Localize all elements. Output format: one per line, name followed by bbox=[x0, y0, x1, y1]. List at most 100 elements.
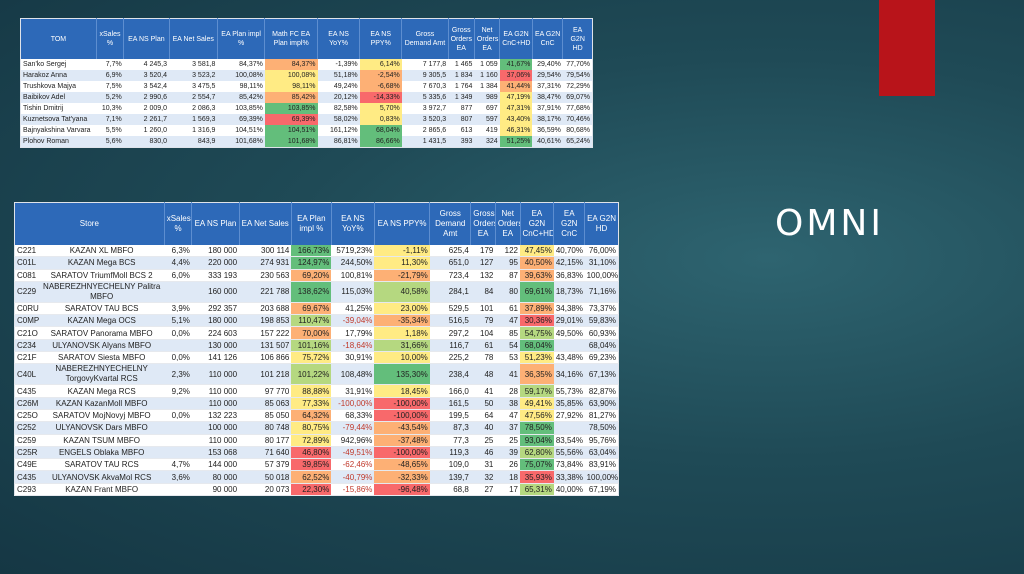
table-cell: 40,70% bbox=[553, 245, 585, 258]
table-cell: 199,5 bbox=[429, 409, 471, 423]
table-cell: 36,59% bbox=[532, 125, 563, 136]
table-cell: 67,19% bbox=[584, 483, 619, 497]
table-cell: 9 305,5 bbox=[401, 70, 449, 81]
table-cell: 80 000 bbox=[191, 470, 240, 484]
table-cell: 5,5% bbox=[96, 125, 124, 136]
table-cell: 49,50% bbox=[553, 326, 585, 340]
table-cell: 110 000 bbox=[191, 384, 240, 398]
column-header: EA G2N CnC bbox=[553, 202, 585, 245]
table-cell: 138,62% bbox=[291, 281, 332, 303]
table-cell: 10,00% bbox=[374, 351, 430, 365]
table-cell: 5,6% bbox=[96, 136, 124, 148]
table-cell: 41 bbox=[470, 384, 496, 398]
table-row: C259 KAZAN TSUM MBFO 110 000 80 177 72,89% 94… bbox=[14, 434, 619, 447]
table-cell: 18 bbox=[495, 470, 520, 484]
table-cell bbox=[164, 434, 192, 447]
table-cell: 46,80% bbox=[291, 446, 332, 460]
table-cell: 47 bbox=[495, 314, 520, 328]
store-code-cell: C435 bbox=[14, 470, 40, 484]
column-header: EA NS YoY% bbox=[316, 18, 360, 59]
store-name-cell: SARATOV TAU RCS bbox=[39, 458, 165, 472]
table-cell: -100,00% bbox=[331, 397, 375, 410]
table-cell: 64 bbox=[470, 409, 496, 423]
tom-name-cell: Baibikov Adel bbox=[20, 92, 97, 103]
table-cell: 46 bbox=[470, 446, 496, 460]
store-code-cell: C25R bbox=[14, 446, 40, 460]
table-cell: 180 000 bbox=[191, 314, 240, 328]
table-cell: 4 245,3 bbox=[123, 59, 169, 70]
table-cell: 101 218 bbox=[239, 363, 292, 386]
table-cell: 110 000 bbox=[191, 434, 240, 447]
table-cell: 18,45% bbox=[374, 384, 430, 398]
tom-summary-table: TOM xSales % EA NS Plan EA Net Sales EA Plan… bbox=[20, 18, 593, 148]
table-cell: 101 bbox=[470, 302, 496, 316]
table-cell: 29,40% bbox=[532, 59, 563, 70]
table-row: Baibikov Adel 5,2% 2 990,6 2 554,7 85,42% 85,… bbox=[20, 92, 593, 103]
table-cell: 180 000 bbox=[191, 245, 240, 258]
table-cell: 1 431,5 bbox=[401, 136, 449, 148]
table-cell: 47 bbox=[495, 409, 520, 423]
table-cell: -79,44% bbox=[331, 421, 375, 435]
tom-name-cell: Trushkova Majya bbox=[20, 81, 97, 92]
table-cell: 80,68% bbox=[562, 125, 593, 136]
table-cell: 221 788 bbox=[239, 281, 292, 303]
table-cell: 3,9% bbox=[164, 302, 192, 316]
table-cell: 64,32% bbox=[291, 409, 332, 423]
table-cell: 166,73% bbox=[291, 245, 332, 258]
table-cell: 103,85% bbox=[264, 103, 318, 114]
table-cell: 75,07% bbox=[520, 458, 554, 472]
store-name-cell: ULYANOVSK Dars MBFO bbox=[39, 421, 165, 435]
table-cell: 69,39% bbox=[264, 114, 318, 125]
table-cell: 51,23% bbox=[520, 351, 554, 365]
table-cell: 70,00% bbox=[291, 326, 332, 340]
table-cell: 47,45% bbox=[520, 245, 554, 258]
table-cell: -1,11% bbox=[374, 245, 430, 258]
table-cell: 39,85% bbox=[291, 458, 332, 472]
table-cell: 47,19% bbox=[499, 92, 533, 103]
table-cell: 5,70% bbox=[359, 103, 402, 114]
column-header: EA Net Sales bbox=[238, 202, 292, 245]
store-code-cell: C259 bbox=[14, 434, 40, 447]
store-name-cell: KAZAN Mega RCS bbox=[39, 384, 165, 398]
table-cell: 100,00% bbox=[584, 269, 619, 282]
table-cell: 98,11% bbox=[217, 81, 265, 92]
table-cell: 1 349 bbox=[448, 92, 475, 103]
table-cell: 132 bbox=[470, 269, 496, 282]
table-cell: 41 bbox=[495, 363, 520, 386]
table-cell: 9,2% bbox=[164, 384, 192, 398]
table-cell: -32,33% bbox=[374, 470, 430, 484]
table-cell: 5719,23% bbox=[331, 245, 375, 258]
table-cell: 78 bbox=[470, 351, 496, 365]
table-cell: 2 990,6 bbox=[123, 92, 169, 103]
store-code-cell: C25O bbox=[14, 409, 40, 423]
table-cell: 69,61% bbox=[520, 281, 554, 303]
table-row: C0MP KAZAN Mega OCS 5,1% 180 000 198 853 110,… bbox=[14, 314, 619, 328]
table-cell: 1 764 bbox=[448, 81, 475, 92]
table-cell: 100,08% bbox=[264, 70, 318, 81]
table-cell: 61 bbox=[495, 302, 520, 316]
table-cell: 6,14% bbox=[359, 59, 402, 70]
table-cell: 3 523,2 bbox=[169, 70, 218, 81]
table-cell: 46,31% bbox=[499, 125, 533, 136]
store-name-cell: SARATOV Panorama MBFO bbox=[39, 326, 165, 340]
table-cell: 1,18% bbox=[374, 326, 430, 340]
store-name-cell: KAZAN KazanMoll MBFO bbox=[39, 397, 165, 410]
table-cell: 7,1% bbox=[96, 114, 124, 125]
table-cell: 1 465 bbox=[448, 59, 475, 70]
table-cell: 48 bbox=[470, 363, 496, 386]
table-cell: 3 520,3 bbox=[401, 114, 449, 125]
table-cell: 80 748 bbox=[239, 421, 292, 435]
table-cell: 39,63% bbox=[520, 269, 554, 282]
table-cell: 161,12% bbox=[317, 125, 360, 136]
table-cell: 40,50% bbox=[520, 256, 554, 270]
table-cell: 4,7% bbox=[164, 458, 192, 472]
table-row: C229 NABEREZHNYECHELNY Palitra MBFO 160 00… bbox=[14, 281, 619, 303]
store-code-cell: C21O bbox=[14, 326, 40, 340]
table-cell: 47,31% bbox=[499, 103, 533, 114]
column-header: EA G2N CnC+HD bbox=[499, 18, 533, 59]
tom-name-cell: Kuznetsova Tat'yana bbox=[20, 114, 97, 125]
store-code-cell: C21F bbox=[14, 351, 40, 365]
table-cell: 3 542,4 bbox=[123, 81, 169, 92]
table-cell: 0,0% bbox=[164, 351, 192, 365]
table-cell: 41,25% bbox=[331, 302, 375, 316]
